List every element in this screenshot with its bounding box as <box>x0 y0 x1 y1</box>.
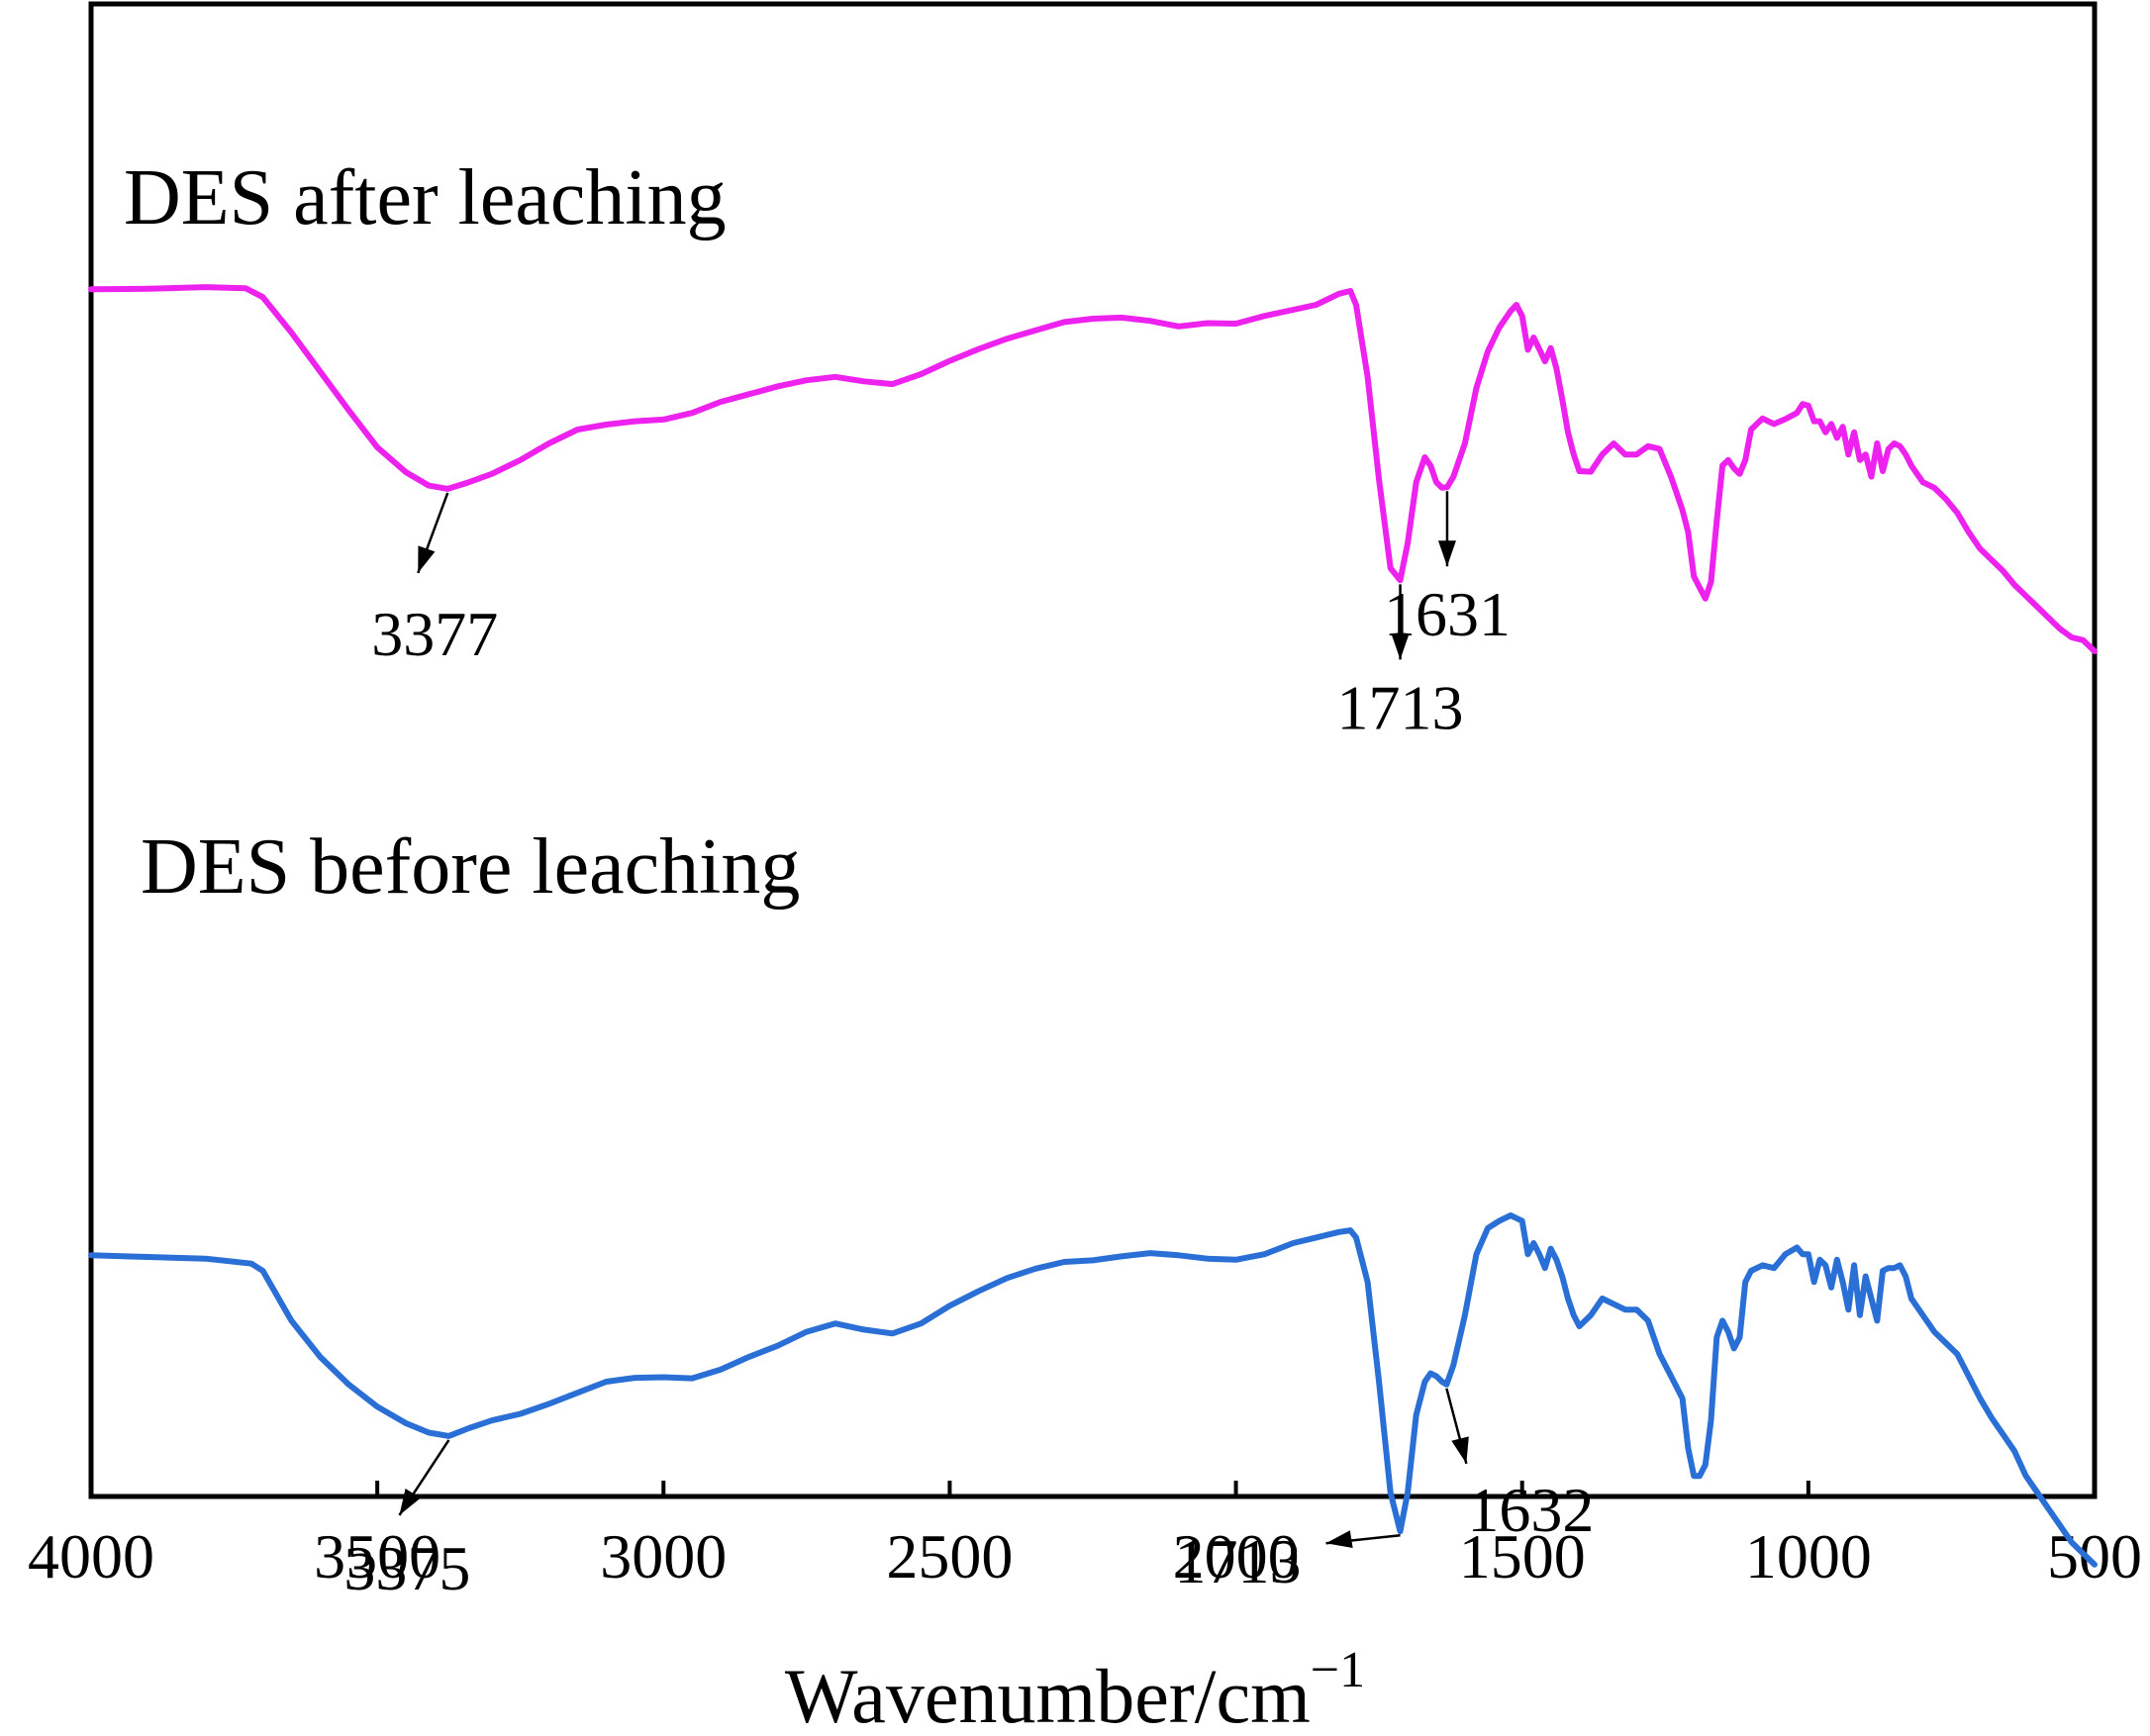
x-tick-label: 2000 <box>1173 1521 1300 1591</box>
series-label-after: DES after leaching <box>124 154 727 241</box>
peak-arrowhead <box>1391 633 1410 660</box>
series-line-before <box>88 1212 2098 1568</box>
series-layer <box>88 284 2098 1568</box>
peak-label: 3377 <box>371 599 498 669</box>
peak-label: 1632 <box>1467 1475 1594 1545</box>
annotation-layer: 3377 1713 1631 3375 1713 1632 <box>343 491 1594 1603</box>
x-axis-title-main: Wavenumber/cm <box>785 1653 1311 1736</box>
peak-label: 1713 <box>1175 1526 1302 1596</box>
x-tick-label: 1500 <box>1459 1521 1586 1591</box>
peak-label: 1713 <box>1337 672 1464 742</box>
plot-frame <box>88 1 2098 1499</box>
peak-label: 1631 <box>1384 579 1511 649</box>
x-tick-label: 2500 <box>886 1521 1013 1591</box>
peak-label: 3375 <box>343 1533 470 1603</box>
peak-arrowhead <box>1437 540 1456 567</box>
peak-arrowhead <box>1451 1436 1469 1464</box>
x-axis-title: Wavenumber/cm−1 <box>785 1642 1365 1736</box>
x-tick-label: 4000 <box>28 1521 154 1591</box>
series-label-before: DES before leaching <box>141 823 800 911</box>
x-axis-title-superscript: −1 <box>1311 1642 1365 1698</box>
peak-arrowhead <box>1325 1530 1353 1548</box>
x-tick-label: 3000 <box>600 1521 727 1591</box>
peak-arrowhead <box>418 545 436 573</box>
x-tick-label: 3500 <box>314 1521 440 1591</box>
x-tick-label: 1000 <box>1745 1521 1872 1591</box>
series-line-after <box>88 284 2098 654</box>
peak-arrowhead <box>399 1489 421 1515</box>
